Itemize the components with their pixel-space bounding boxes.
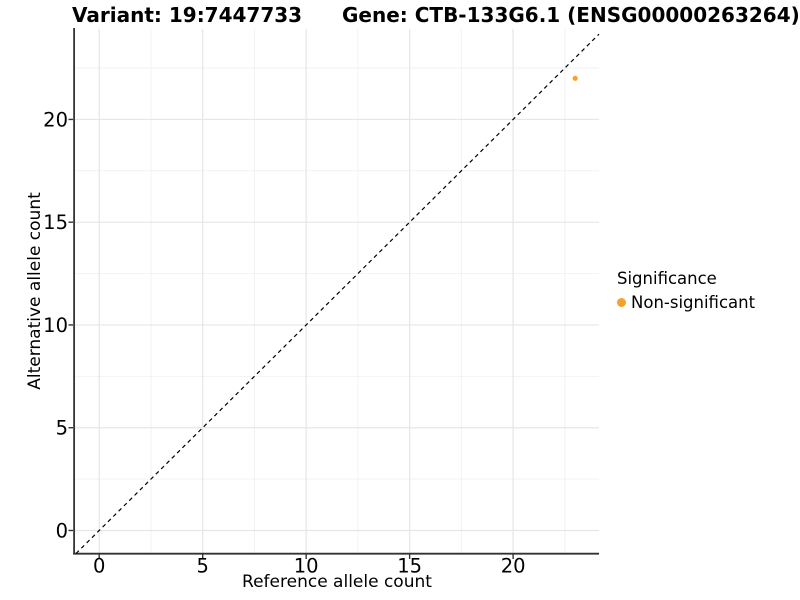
plot-title-variant: Variant: 19:7447733 xyxy=(72,3,303,27)
legend-key-dot-icon xyxy=(617,298,626,307)
x-tick-label: 15 xyxy=(397,555,422,578)
y-tick-label: 0 xyxy=(56,519,68,542)
x-tick-label: 0 xyxy=(93,555,105,578)
legend-item-label: Non-significant xyxy=(631,293,756,312)
legend-item-non-significant: Non-significant xyxy=(617,293,755,312)
legend: Significance Non-significant xyxy=(617,269,755,312)
x-axis-title: Reference allele count xyxy=(242,572,432,592)
x-tick-label: 5 xyxy=(196,555,208,578)
y-tick-label: 10 xyxy=(43,314,68,337)
y-tick-label: 20 xyxy=(43,108,68,131)
y-tick-label: 15 xyxy=(43,211,68,234)
x-tick-label: 10 xyxy=(294,555,319,578)
legend-title: Significance xyxy=(617,269,717,288)
data-point xyxy=(572,75,578,81)
plot-title-gene: Gene: CTB-133G6.1 (ENSG00000263264) xyxy=(342,3,800,27)
y-axis-title: Alternative allele count xyxy=(25,192,45,390)
identity-dashed-line xyxy=(75,33,600,554)
x-tick-label: 20 xyxy=(501,555,526,578)
y-tick-label: 5 xyxy=(56,417,68,440)
